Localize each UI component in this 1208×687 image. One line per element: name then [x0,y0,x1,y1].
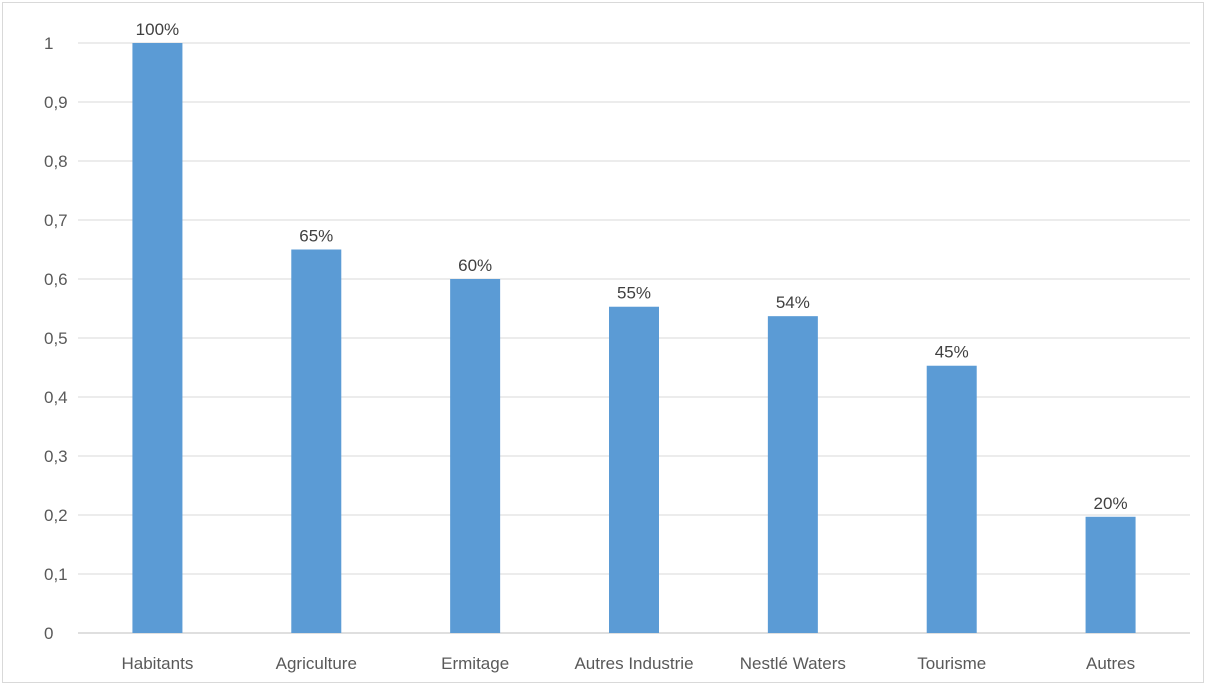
gridlines [78,42,1190,634]
x-tick-label: Tourisme [917,654,986,673]
y-tick-label: 1 [44,34,53,53]
data-label: 55% [617,284,651,303]
x-tick-label: Nestlé Waters [740,654,846,673]
y-tick-label: 0,4 [44,388,68,407]
y-axis-ticks: 0 0,1 0,2 0,3 0,4 0,5 0,6 0,7 0,8 0,9 1 [44,34,68,643]
y-tick-label: 0 [44,624,53,643]
bar [1085,516,1136,633]
data-label: 45% [935,343,969,362]
y-tick-label: 0,5 [44,329,68,348]
bar [132,43,183,633]
data-label: 65% [299,227,333,246]
bar [450,279,501,633]
y-tick-label: 0,3 [44,447,68,466]
y-tick-label: 0,8 [44,152,68,171]
y-tick-label: 0,1 [44,565,68,584]
data-label: 100% [136,20,179,39]
data-labels: 100% 65% 60% 55% 54% 45% 20% [136,20,1128,513]
x-tick-label: Habitants [122,654,194,673]
bar [291,249,342,633]
bar [767,316,818,633]
bars [132,43,1136,633]
bar [609,306,659,633]
y-tick-label: 0,9 [44,93,68,112]
data-label: 60% [458,256,492,275]
bar [926,365,977,633]
data-label: 54% [776,293,810,312]
y-tick-label: 0,6 [44,270,68,289]
x-tick-label: Agriculture [276,654,357,673]
x-tick-label: Autres [1086,654,1135,673]
data-label: 20% [1094,494,1128,513]
x-tick-label: Ermitage [441,654,509,673]
x-tick-label: Autres Industrie [574,654,693,673]
y-tick-label: 0,7 [44,211,68,230]
x-axis-ticks: Habitants Agriculture Ermitage Autres Indus… [122,654,1136,673]
y-tick-label: 0,2 [44,506,68,525]
